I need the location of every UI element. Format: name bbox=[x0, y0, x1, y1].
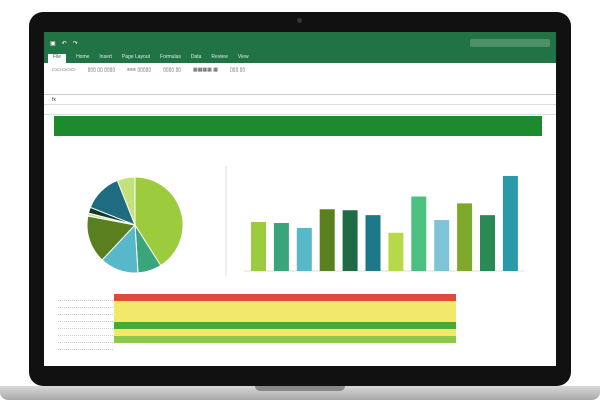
row-label bbox=[58, 343, 113, 350]
tab-insert[interactable]: Insert bbox=[99, 54, 112, 60]
title-bar: ▣ ↶ ↷ bbox=[44, 32, 556, 54]
column-headers bbox=[44, 105, 556, 115]
bar bbox=[296, 227, 312, 271]
tab-data[interactable]: Data bbox=[190, 54, 202, 60]
tab-home[interactable]: Home bbox=[76, 54, 90, 60]
search-box[interactable] bbox=[470, 39, 550, 47]
bar bbox=[365, 215, 381, 271]
heatmap-row bbox=[114, 336, 456, 343]
laptop-base bbox=[0, 386, 600, 400]
bar bbox=[388, 232, 404, 271]
bar bbox=[251, 222, 266, 271]
alignment-group[interactable]: ≡≡≡ ▯▯▯▯▯ bbox=[127, 67, 152, 73]
row-label bbox=[58, 322, 113, 329]
row-label bbox=[58, 294, 113, 301]
heatmap-row bbox=[114, 301, 456, 308]
formula-bar[interactable]: fx bbox=[44, 95, 556, 105]
spreadsheet-window: ▣ ↶ ↷ File Home Insert Page Layout Formulas D… bbox=[44, 32, 556, 366]
save-icon[interactable]: ▣ bbox=[50, 40, 56, 47]
ribbon-toolbar: ▭▭▭▭▭ ▯▯▯ ▯▯ ▯▯▯▯ ≡≡≡ ▯▯▯▯▯ ▯▯▯▯ ▯▯ ▦▦▦▦… bbox=[44, 63, 556, 95]
bar bbox=[273, 222, 289, 271]
row-label bbox=[58, 315, 113, 322]
worksheet[interactable] bbox=[44, 116, 556, 366]
heatmap-row bbox=[114, 315, 456, 322]
heatmap-row bbox=[114, 308, 456, 315]
laptop-frame: ▣ ↶ ↷ File Home Insert Page Layout Formulas D… bbox=[29, 12, 571, 386]
heatmap-table bbox=[114, 294, 456, 350]
bar bbox=[480, 215, 495, 271]
tab-review[interactable]: Review bbox=[211, 54, 228, 60]
font-group[interactable]: ▯▯▯ ▯▯ ▯▯▯▯ bbox=[87, 67, 116, 73]
clipboard-group[interactable]: ▭▭▭▭▭ bbox=[52, 67, 76, 73]
bar bbox=[319, 209, 335, 271]
row-label bbox=[58, 301, 113, 308]
tab-formulas[interactable]: Formulas bbox=[160, 54, 181, 60]
heatmap-row bbox=[114, 294, 456, 301]
ribbon-tabs: File Home Insert Page Layout Formulas Data Rev… bbox=[44, 54, 556, 63]
bar bbox=[434, 220, 450, 271]
heatmap-row bbox=[114, 329, 456, 336]
number-group[interactable]: ▯▯▯▯ ▯▯ bbox=[163, 67, 181, 73]
cells-group[interactable]: ▯▯▯ ▯▯ bbox=[230, 67, 246, 73]
row-label bbox=[58, 308, 113, 315]
tab-page-layout[interactable]: Page Layout bbox=[121, 54, 151, 60]
heatmap-row bbox=[114, 322, 456, 329]
row-label bbox=[58, 336, 113, 343]
bar bbox=[411, 196, 427, 271]
redo-icon[interactable]: ↷ bbox=[72, 40, 78, 47]
laptop-notch bbox=[255, 386, 345, 391]
charts-area bbox=[86, 166, 524, 276]
undo-icon[interactable]: ↶ bbox=[61, 40, 67, 47]
bar bbox=[502, 175, 518, 271]
bar bbox=[457, 203, 473, 271]
pie-slice bbox=[86, 215, 136, 261]
webcam bbox=[297, 18, 302, 23]
side-notes bbox=[464, 294, 549, 350]
row-labels bbox=[58, 294, 113, 350]
dashboard-banner bbox=[54, 116, 542, 136]
styles-group[interactable]: ▦▦▦▦ ▦ bbox=[192, 67, 218, 73]
tab-file[interactable]: File bbox=[48, 54, 67, 63]
heatmap-row bbox=[114, 343, 456, 350]
tab-view[interactable]: View bbox=[237, 54, 249, 60]
row-label bbox=[58, 329, 113, 336]
bar bbox=[342, 210, 358, 271]
pie-slice bbox=[116, 176, 136, 226]
